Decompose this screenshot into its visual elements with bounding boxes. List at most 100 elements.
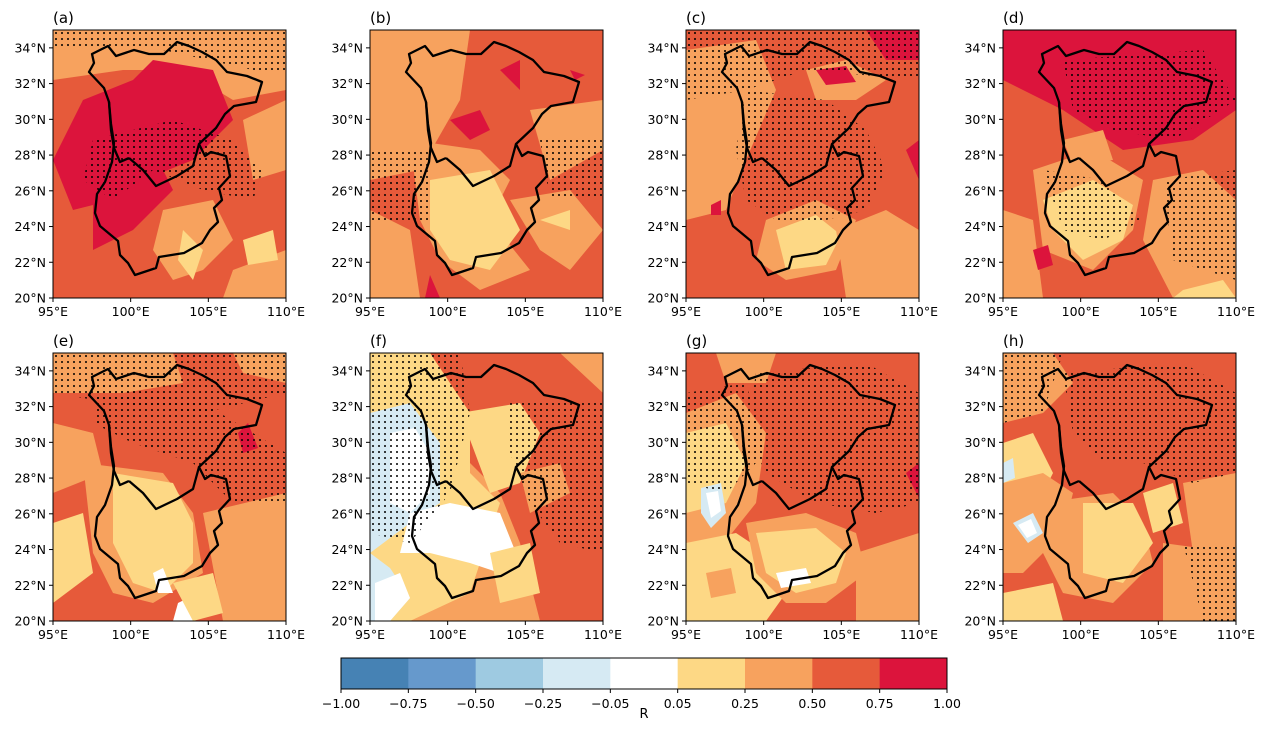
x-tick-label: 100°E [112,304,150,319]
panel-a: (a) 95°E 100°E 105°E 110°E 20°N 22°N 24°N 26°N… [14,9,305,319]
region-boundary [720,363,897,600]
y-tick-label: 20°N [964,291,996,306]
panel-frame [369,352,604,622]
y-tick-label: 28°N [331,148,363,163]
significance-stipple [1063,50,1236,140]
y-tick-label: 20°N [647,291,679,306]
x-tick-label: 105°E [506,627,544,642]
x-tick-label: 95°E [38,304,68,319]
boundary-outline [1037,40,1214,277]
y-tick-label: 28°N [647,471,679,486]
significance-stipple [1063,363,1236,483]
y-tick-label: 22°N [647,578,679,593]
contour-patch [113,473,193,593]
x-axis: 95°E 100°E 105°E 110°E [38,298,305,319]
boundary-inner-west [424,424,447,487]
stipple-overlay [370,353,603,553]
significance-stipple [1163,170,1236,280]
panel-label: (f) [370,332,387,350]
boundary-outline [1037,363,1214,600]
y-tick-label: 26°N [964,183,996,198]
x-tick-label: 105°E [189,627,227,642]
colorbar-tick-label: 0.05 [664,696,692,711]
x-tick-label: 110°E [267,304,305,319]
x-tick-label: 95°E [988,627,1018,642]
panel-label: (d) [1003,9,1024,27]
contour-patch [836,210,919,298]
y-tick-label: 22°N [331,255,363,270]
panel-frame [369,29,604,299]
contour-patch [400,503,520,573]
boundary-inner-east [1078,143,1151,188]
y-tick-label: 26°N [647,183,679,198]
y-tick-label: 30°N [14,112,46,127]
x-tick-label: 95°E [38,627,68,642]
y-axis: 20°N 22°N 24°N 26°N 28°N 30°N 32°N 34°N [14,40,53,306]
y-tick-label: 22°N [964,255,996,270]
x-tick-label: 110°E [267,627,305,642]
contour-patch [1183,473,1236,553]
region-boundary [1037,40,1214,277]
boundary-inner-east [128,143,201,188]
contour-patch [500,60,520,90]
colorbar-swatch [812,658,881,689]
contour-patch [1033,245,1053,270]
contour-patch [370,30,470,180]
significance-stipple [370,150,430,220]
x-tick-label: 100°E [429,627,467,642]
y-axis: 20°N 22°N 24°N 26°N 28°N 30°N 32°N 34°N [964,40,1003,306]
colorbar-tick-label: −0.75 [389,696,427,711]
stipple-overlay [53,353,286,503]
y-tick-label: 26°N [331,183,363,198]
panel-label: (e) [53,332,74,350]
stipple-overlay [686,30,919,220]
y-tick-label: 34°N [964,40,996,55]
boundary-inner-west [107,424,130,487]
y-tick-label: 34°N [964,363,996,378]
contour-patch [430,170,520,270]
colorbar-swatch [543,658,611,689]
y-tick-label: 30°N [964,435,996,450]
colorbar-tick-label: 0.25 [731,696,759,711]
y-tick-label: 30°N [331,435,363,450]
y-tick-label: 32°N [964,76,996,91]
y-tick-label: 28°N [331,471,363,486]
y-tick-label: 24°N [647,219,679,234]
y-tick-label: 26°N [964,506,996,521]
boundary-inner-east [1078,466,1151,511]
x-tick-label: 100°E [429,304,467,319]
panel-label: (g) [686,332,707,350]
y-tick-label: 34°N [331,40,363,55]
boundary-inner-west [1057,424,1080,487]
panel-frame [685,29,920,299]
x-tick-label: 100°E [112,627,150,642]
significance-stipple [746,363,919,513]
contour-patch [53,513,93,603]
x-tick-label: 100°E [745,627,783,642]
x-tick-label: 110°E [900,627,938,642]
x-tick-label: 105°E [822,627,860,642]
x-tick-label: 105°E [822,304,860,319]
x-tick-label: 95°E [671,627,701,642]
y-tick-label: 32°N [14,399,46,414]
x-tick-label: 110°E [1217,627,1255,642]
panel-b: (b) 95°E 100°E 105°E 110°E 20°N 22°N 24°N 26°N… [331,9,622,319]
colorbar-swatch [408,658,477,689]
y-tick-label: 20°N [331,614,363,629]
contour-patch [1173,280,1236,298]
contour-patch [706,491,721,518]
boundary-inner-east [445,466,518,511]
y-tick-label: 30°N [14,435,46,450]
contour-patch [856,533,919,621]
boundary-inner-east [761,143,834,188]
panel-label: (c) [686,9,706,27]
y-tick-label: 24°N [331,219,363,234]
significance-stipple [686,30,919,100]
y-tick-label: 34°N [331,363,363,378]
y-tick-label: 32°N [331,76,363,91]
region-boundary [87,363,264,600]
colorbar-tick-label: −0.05 [591,696,629,711]
panel-f: (f) 95°E 100°E 105°E 110°E 20°N 22°N 24°N 26°N… [331,332,622,642]
panel-c: (c) 95°E 100°E 105°E 110°E 20°N 22°N 24°N 26°N… [647,9,938,319]
